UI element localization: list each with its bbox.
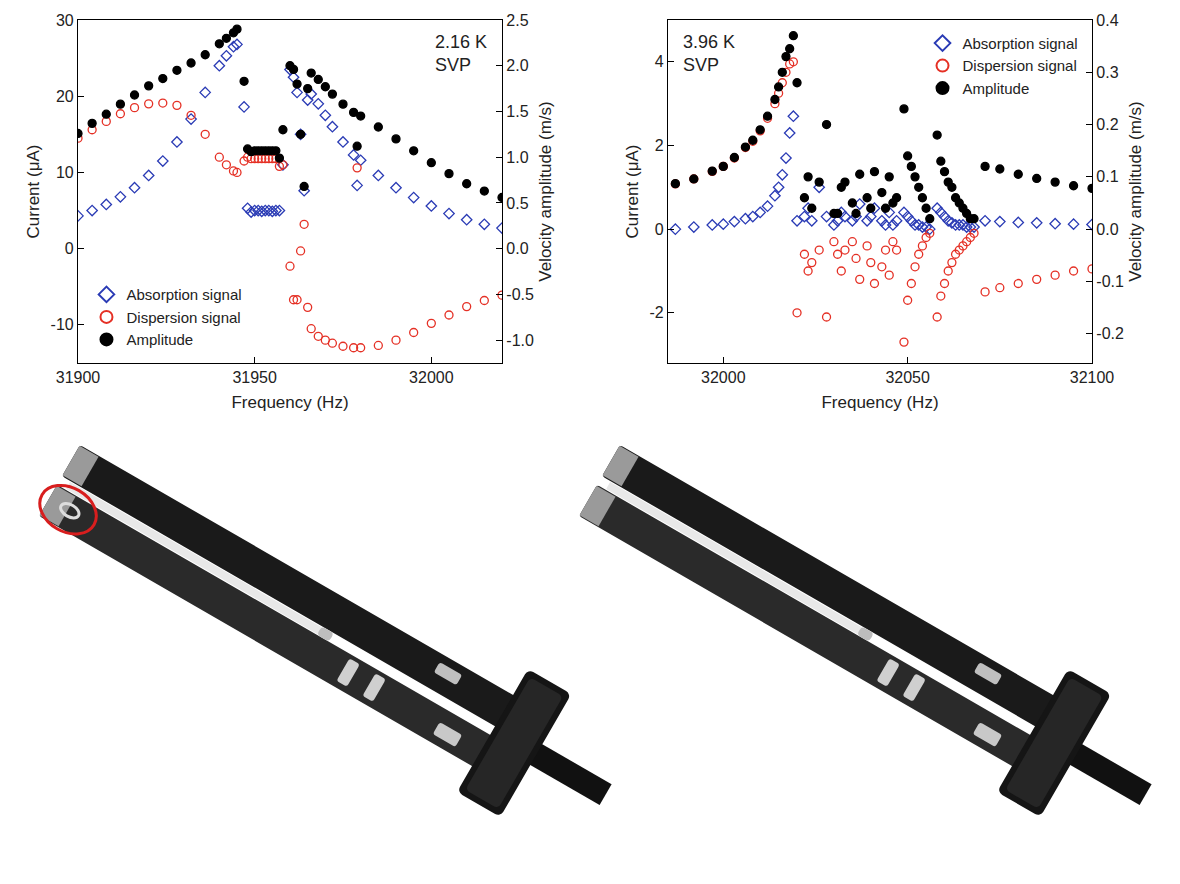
svg-text:32100: 32100	[1070, 369, 1115, 386]
svg-text:0.5: 0.5	[506, 195, 528, 212]
svg-text:Current (μA): Current (μA)	[623, 145, 642, 239]
svg-text:0.2: 0.2	[1096, 116, 1118, 133]
svg-text:0.3: 0.3	[1096, 64, 1118, 81]
svg-text:31900: 31900	[56, 369, 101, 386]
svg-text:31950: 31950	[232, 369, 277, 386]
svg-text:2.16 KSVP: 2.16 KSVP	[435, 32, 487, 75]
svg-text:Frequency (Hz): Frequency (Hz)	[821, 393, 938, 412]
svg-text:4: 4	[655, 53, 664, 70]
svg-text:Current (μA): Current (μA)	[24, 145, 43, 239]
svg-text:-2: -2	[649, 304, 663, 321]
svg-text:1.0: 1.0	[506, 149, 528, 166]
svg-text:32000: 32000	[409, 369, 454, 386]
svg-text:Amplitude: Amplitude	[126, 331, 193, 348]
svg-text:32000: 32000	[701, 369, 746, 386]
svg-text:30: 30	[56, 12, 74, 29]
svg-text:Amplitude: Amplitude	[963, 80, 1030, 97]
svg-text:32050: 32050	[885, 369, 930, 386]
svg-text:Frequency (Hz): Frequency (Hz)	[231, 393, 348, 412]
svg-text:-10: -10	[51, 316, 74, 333]
svg-text:10: 10	[56, 164, 74, 181]
svg-text:2.0: 2.0	[506, 57, 528, 74]
svg-text:1.5: 1.5	[506, 103, 528, 120]
svg-text:Velocity amplitude (m/s): Velocity amplitude (m/s)	[1126, 101, 1145, 281]
svg-text:-0.2: -0.2	[1096, 325, 1124, 342]
svg-text:Absorption signal: Absorption signal	[126, 286, 241, 303]
svg-text:3.96 KSVP: 3.96 KSVP	[683, 32, 735, 75]
svg-text:0: 0	[65, 240, 74, 257]
svg-text:Velocity amplitude (m/s): Velocity amplitude (m/s)	[536, 101, 555, 281]
svg-text:Dispersion signal: Dispersion signal	[963, 57, 1077, 74]
svg-text:Absorption signal: Absorption signal	[963, 35, 1078, 52]
svg-text:-0.5: -0.5	[506, 286, 534, 303]
svg-text:0.0: 0.0	[506, 240, 528, 257]
svg-text:0.4: 0.4	[1096, 12, 1118, 29]
svg-text:Dispersion signal: Dispersion signal	[126, 309, 240, 326]
svg-text:-1.0: -1.0	[506, 332, 534, 349]
svg-text:20: 20	[56, 88, 74, 105]
svg-text:-0.1: -0.1	[1096, 273, 1124, 290]
svg-text:2: 2	[655, 137, 664, 154]
svg-text:2.5: 2.5	[506, 12, 528, 29]
svg-text:0.0: 0.0	[1096, 221, 1118, 238]
svg-text:0.1: 0.1	[1096, 168, 1118, 185]
svg-text:0: 0	[655, 221, 664, 238]
